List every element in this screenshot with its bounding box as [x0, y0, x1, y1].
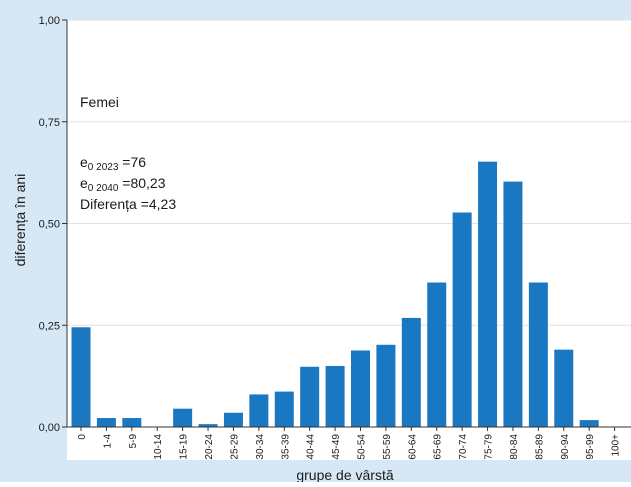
x-tick-label: 70-74: [458, 434, 469, 460]
bars: [71, 161, 599, 428]
y-axis-label: diferența în ani: [12, 174, 28, 267]
x-tick-label: 1-4: [102, 434, 113, 449]
x-tick-label: 40-44: [306, 434, 317, 460]
x-tick-label: 95-99: [585, 434, 596, 460]
x-tick-label: 35-39: [280, 434, 291, 460]
x-tick-label: 25-29: [229, 434, 240, 460]
y-tick-label: 0,25: [39, 320, 60, 332]
y-tick-label: 1,00: [39, 15, 60, 27]
bar: [503, 181, 523, 427]
bar: [173, 408, 193, 427]
x-tick-label: 5-9: [128, 434, 139, 449]
annotation-title: Femei: [80, 94, 119, 110]
annotation-line: e0 2023 =76: [80, 154, 146, 173]
x-tick-labels: 0 1-4 5-9 10-14 15-19 20-24 25-29 30-34 35-39 40-…: [77, 427, 622, 460]
x-tick-label: 75-79: [484, 434, 495, 460]
x-tick-label: 100+: [611, 434, 622, 457]
x-tick-label: 80-84: [509, 434, 520, 460]
bar: [96, 418, 116, 427]
x-tick-label: 20-24: [204, 434, 215, 460]
x-tick-label: 50-54: [357, 434, 368, 460]
bar: [71, 327, 91, 427]
y-tick-label: 0,50: [39, 219, 60, 231]
bar: [579, 420, 599, 427]
x-tick-label: 0: [77, 434, 88, 440]
bar: [401, 317, 421, 427]
x-axis-label: grupe de vârstă: [296, 467, 393, 482]
x-tick-label: 45-49: [331, 434, 342, 460]
x-tick-label: 90-94: [560, 434, 571, 460]
x-tick-label: 55-59: [382, 434, 393, 460]
x-tick-label: 65-69: [433, 434, 444, 460]
x-tick-label: 15-19: [179, 434, 190, 460]
bar: [478, 161, 498, 428]
bar: [351, 350, 370, 427]
bar: [325, 365, 345, 427]
y-tick-label: 0,00: [39, 422, 60, 434]
bar: [554, 349, 574, 427]
bar: [300, 366, 320, 427]
bar: [427, 282, 447, 427]
x-tick-label: 60-64: [407, 434, 418, 460]
bar: [376, 344, 396, 427]
bar: [274, 391, 294, 427]
bar: [452, 212, 472, 427]
annotation-line: Diferența =4,23: [80, 196, 176, 212]
bar: [223, 412, 243, 427]
y-tick-labels: 0,00 0,25 0,50 0,75 1,00: [39, 15, 67, 434]
x-tick-label: 85-89: [534, 434, 545, 460]
bar: [122, 418, 142, 427]
annotation-block: e0 2023 =76 e0 2040 =80,23 Diferența =4,23: [80, 154, 176, 212]
bar: [528, 282, 548, 427]
bar: [249, 394, 269, 427]
y-tick-label: 0,75: [39, 117, 60, 129]
x-tick-label: 30-34: [255, 434, 266, 460]
bar: [198, 424, 218, 427]
annotation-line: e0 2040 =80,23: [80, 175, 166, 194]
x-tick-label: 10-14: [153, 434, 164, 460]
